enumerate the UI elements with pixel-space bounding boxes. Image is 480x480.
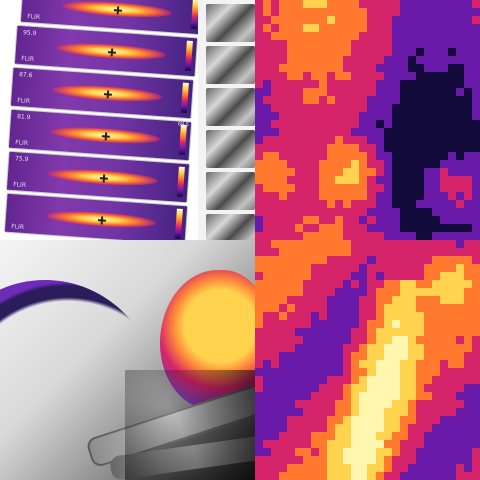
photo-thumbnail — [206, 214, 255, 240]
frame-label: 75.9 — [14, 155, 29, 164]
frame-brand: FLIR — [13, 181, 27, 189]
pixel-grid — [255, 240, 480, 480]
photo-thumbnail — [206, 172, 255, 210]
photo-thumbnails — [198, 0, 255, 240]
crosshair-icon — [108, 48, 117, 57]
flir-stack-panel: FLIR 95.9 FLIR 87.6 FLIR — [0, 0, 255, 240]
crosshair-icon — [114, 6, 123, 15]
photo-thumbnail — [206, 46, 255, 84]
frame-brand: FLIR — [21, 55, 35, 63]
pixel-thermal-bottom-right — [255, 240, 480, 480]
photo-thumbnail — [206, 4, 255, 42]
frame-label: 87.6 — [18, 71, 33, 80]
frame-brand: FLIR — [17, 97, 31, 105]
photo-thumbnail — [206, 130, 255, 168]
flir-frame: FLIR — [4, 193, 188, 240]
frame-brand: FLIR — [11, 223, 25, 231]
scale-top-value: 69.5 — [177, 121, 190, 129]
photo-thumbnail — [206, 88, 255, 126]
frame-label: 81.9 — [16, 113, 31, 122]
flir-frame: 95.9 FLIR — [14, 25, 198, 77]
pixel-grid — [255, 0, 480, 240]
crosshair-icon — [100, 174, 109, 183]
pixel-thermal-top-right — [255, 0, 480, 240]
shadow — [125, 370, 255, 480]
frame-brand: FLIR — [15, 139, 29, 147]
frame-brand: FLIR — [27, 13, 41, 21]
frame-label: 95.9 — [22, 29, 37, 38]
crosshair-icon — [102, 132, 111, 141]
crosshair-icon — [98, 216, 107, 225]
crosshair-icon — [104, 90, 113, 99]
wheel-thermal-panel — [0, 240, 255, 480]
